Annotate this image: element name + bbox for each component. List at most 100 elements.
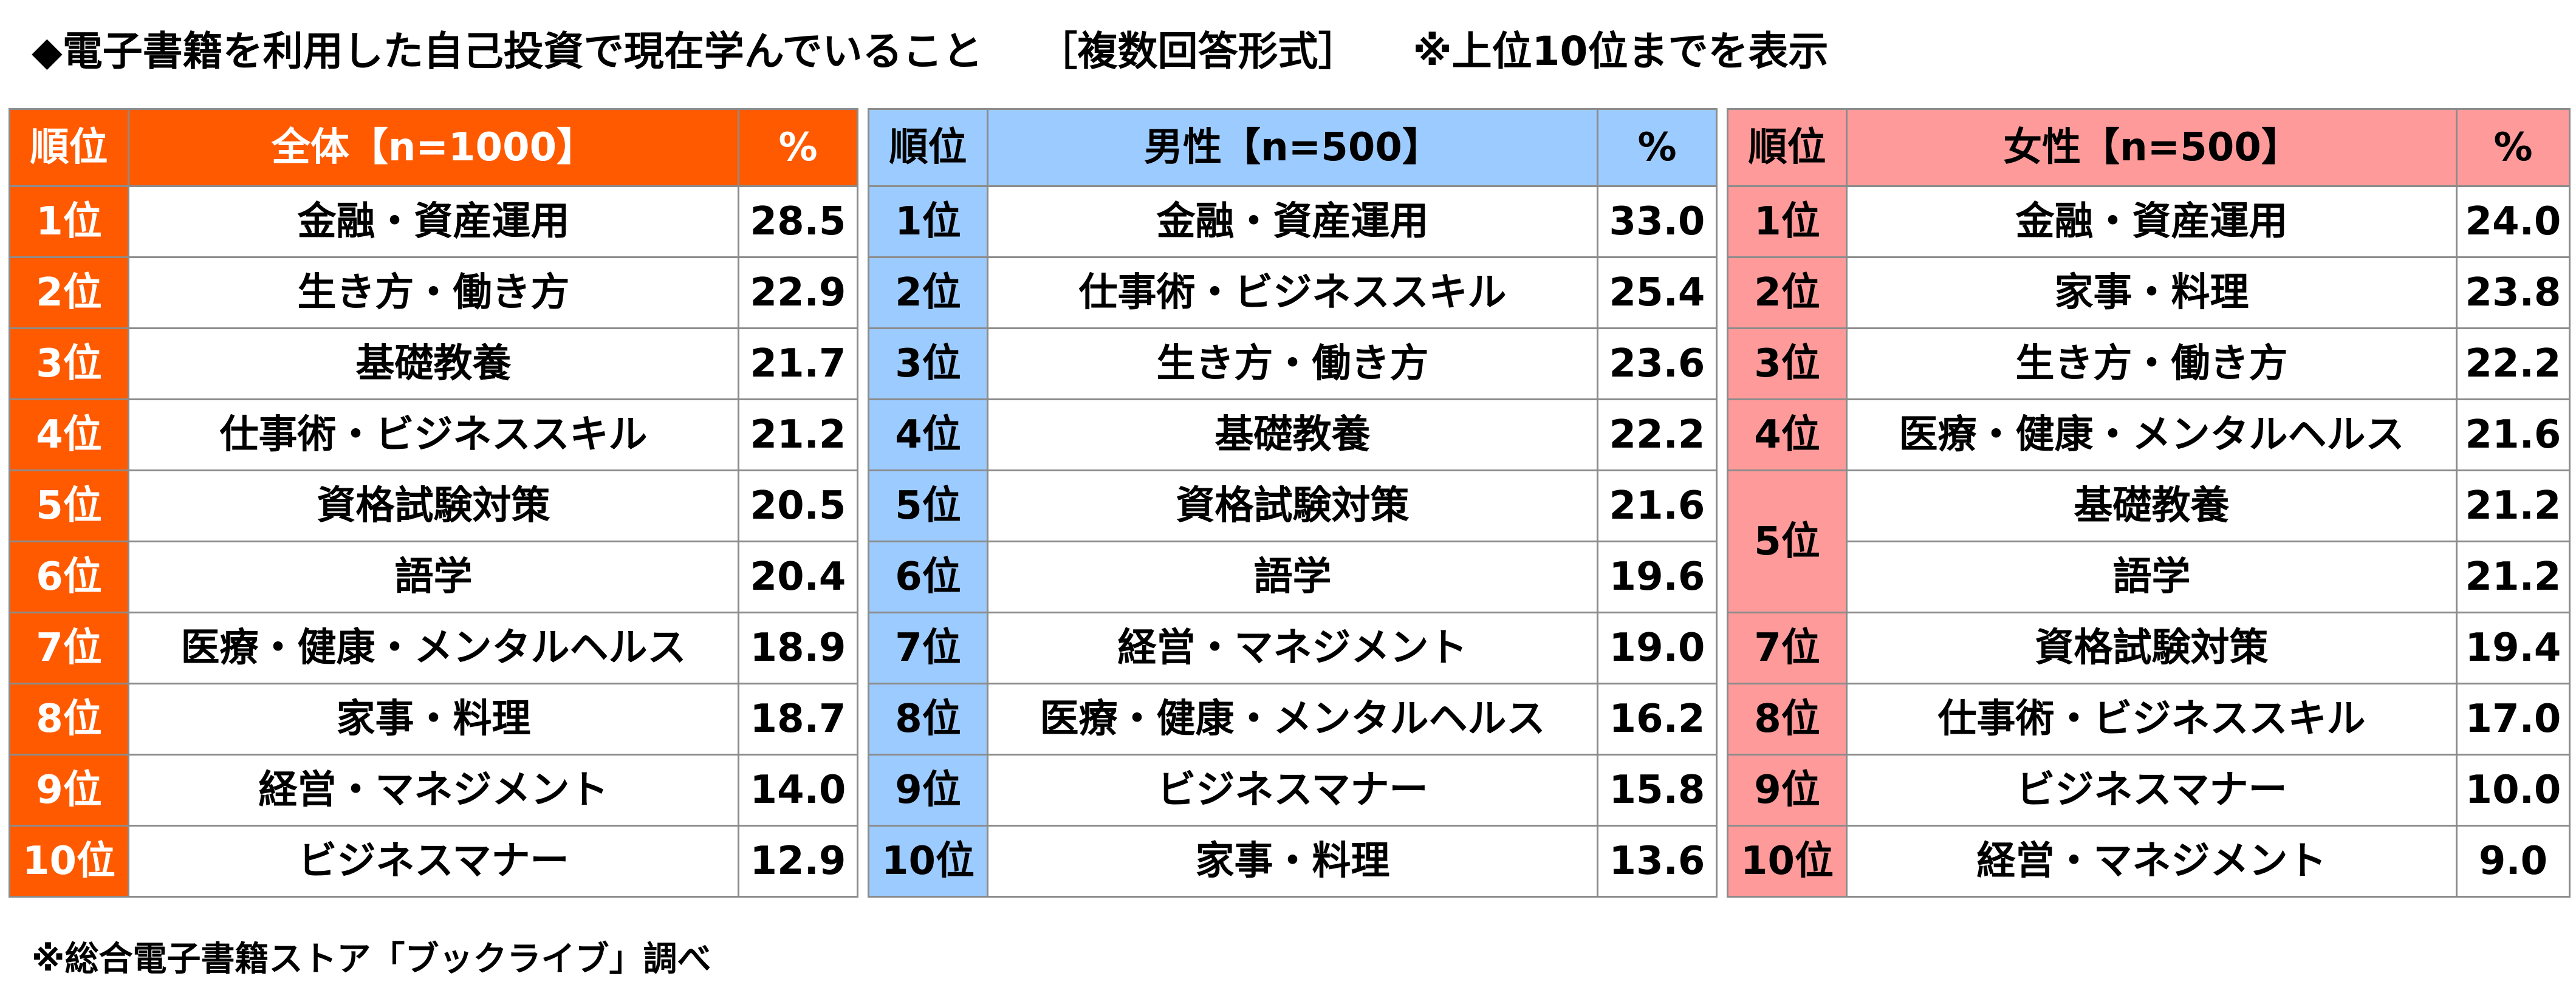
rank-cell: 5位 — [868, 469, 988, 542]
table-row: 3位 生き方・働き方 23.6 — [868, 327, 1718, 400]
item-cell: 医療・健康・メンタルヘルス — [987, 683, 1598, 756]
item-cell: 経営・マネジメント — [1846, 825, 2458, 898]
percent-cell: 24.0 — [2456, 185, 2571, 258]
percent-cell: 22.9 — [738, 256, 858, 329]
item-cell: 医療・健康・メンタルヘルス — [128, 612, 739, 684]
item-cell: 資格試験対策 — [987, 469, 1598, 542]
ranking-table-all: 順位 全体【n=1000】% 1位 金融・資産運用 28.5 2位 生き方・働き方 22.9 3… — [9, 108, 858, 898]
table-row: 5位 資格試験対策 20.5 — [9, 469, 858, 542]
rank-cell: 3位 — [1727, 327, 1848, 400]
percent-cell: 25.4 — [1597, 256, 1718, 329]
table-row: 7位 経営・マネジメント 19.0 — [868, 612, 1718, 684]
table-row: 3位 基礎教養 21.7 — [9, 327, 858, 400]
table-row: 6位 語学 19.6 — [868, 541, 1718, 613]
rank-cell: 2位 — [9, 256, 129, 329]
table-row: 5位 資格試験対策 21.6 — [868, 469, 1718, 542]
rank-cell: 2位 — [1727, 256, 1848, 329]
header-row: 順位 男性【n=500】% — [868, 108, 1718, 187]
rank-cell: 7位 — [1727, 612, 1848, 684]
rank-cell: 6位 — [868, 541, 988, 613]
table-row: 3位 生き方・働き方 22.2 — [1727, 327, 2571, 400]
percent-cell: 23.8 — [2456, 256, 2571, 329]
item-cell: 家事・料理 — [1846, 256, 2458, 329]
item-cell: 経営・マネジメント — [128, 754, 739, 827]
table-row: 1位 金融・資産運用 33.0 — [868, 185, 1718, 258]
percent-cell: 21.7 — [738, 327, 858, 400]
percent-cell: 28.5 — [738, 185, 858, 258]
percent-cell: 17.0 — [2456, 683, 2571, 756]
item-cell: 語学 — [987, 541, 1598, 613]
title-note: ※上位10位までを表示 — [1413, 28, 1829, 75]
rank-cell: 7位 — [9, 612, 129, 684]
rank-cell: 10位 — [868, 825, 988, 898]
percent-cell: 33.0 — [1597, 185, 1718, 258]
table-row: 8位 仕事術・ビジネススキル 17.0 — [1727, 683, 2571, 756]
item-cell: 生き方・働き方 — [987, 327, 1598, 400]
item-cell: 家事・料理 — [128, 683, 739, 756]
rank-cell: 8位 — [9, 683, 129, 756]
table-row: 4位 基礎教養 22.2 — [868, 398, 1718, 471]
rank-cell: 10位 — [1727, 825, 1848, 898]
header-percent: % — [738, 108, 858, 187]
table-row: 8位 家事・料理 18.7 — [9, 683, 858, 756]
item-cell: 語学 — [1846, 541, 2458, 613]
rank-cell: 1位 — [9, 185, 129, 258]
item-cell: 医療・健康・メンタルヘルス — [1846, 398, 2458, 471]
table-row: 7位 医療・健康・メンタルヘルス 18.9 — [9, 612, 858, 684]
item-cell: 基礎教養 — [128, 327, 739, 400]
rank-cell: 1位 — [1727, 185, 1848, 258]
item-cell: 基礎教養 — [1846, 469, 2458, 542]
rank-cell: 4位 — [868, 398, 988, 471]
item-cell: 金融・資産運用 — [1846, 185, 2458, 258]
percent-cell: 21.2 — [738, 398, 858, 471]
item-cell: 基礎教養 — [987, 398, 1598, 471]
rank-cell: 3位 — [868, 327, 988, 400]
table-row: 9位 経営・マネジメント 14.0 — [9, 754, 858, 827]
item-cell: 資格試験対策 — [128, 469, 739, 542]
table-row: 4位 仕事術・ビジネススキル 21.2 — [9, 398, 858, 471]
percent-cell: 21.2 — [2456, 541, 2571, 613]
item-cell: 経営・マネジメント — [987, 612, 1598, 684]
percent-cell: 15.8 — [1597, 754, 1718, 827]
table-row: 9位 ビジネスマナー 15.8 — [868, 754, 1718, 827]
item-cell: 金融・資産運用 — [128, 185, 739, 258]
percent-cell: 22.2 — [2456, 327, 2571, 400]
rank-cell: 3位 — [9, 327, 129, 400]
percent-cell: 12.9 — [738, 825, 858, 898]
table-row: 10位 ビジネスマナー 12.9 — [9, 825, 858, 898]
source-footnote: ※総合電子書籍ストア「ブックライブ」調べ — [32, 940, 711, 979]
rank-cell: 4位 — [1727, 398, 1848, 471]
item-cell: ビジネスマナー — [987, 754, 1598, 827]
rank-cell: 7位 — [868, 612, 988, 684]
header-percent: % — [1597, 108, 1718, 187]
header-group: 全体【n=1000】 — [128, 108, 739, 187]
table-row: 語学 21.2 — [1728, 541, 2571, 613]
ranking-table-female: 順位 女性【n=500】% 1位 金融・資産運用 24.0 2位 家事・料理 23.8 3位 生き… — [1727, 108, 2571, 898]
item-cell: 生き方・働き方 — [1846, 327, 2458, 400]
item-cell: ビジネスマナー — [128, 825, 739, 898]
rank-cell: 5位 — [9, 469, 129, 542]
rank-cell: 6位 — [9, 541, 129, 613]
percent-cell: 19.4 — [2456, 612, 2571, 684]
item-cell: 仕事術・ビジネススキル — [128, 398, 739, 471]
percent-cell: 22.2 — [1597, 398, 1718, 471]
item-cell: ビジネスマナー — [1846, 754, 2458, 827]
percent-cell: 18.7 — [738, 683, 858, 756]
table-row: 1位 金融・資産運用 24.0 — [1727, 185, 2571, 258]
table-row: 5位 基礎教養 21.2 — [1727, 469, 2571, 613]
rank-cell: 9位 — [868, 754, 988, 827]
rank-cell: 1位 — [868, 185, 988, 258]
percent-cell: 19.0 — [1597, 612, 1718, 684]
rank-cell: 10位 — [9, 825, 129, 898]
percent-cell: 18.9 — [738, 612, 858, 684]
percent-cell: 21.6 — [2456, 398, 2571, 471]
rank-cell: 9位 — [1727, 754, 1848, 827]
rank-cell: 9位 — [9, 754, 129, 827]
chart-title: ◆電子書籍を利用した自己投資で現在学んでいること ［複数回答形式］ ※上位10位まで… — [32, 18, 1828, 85]
item-cell: 金融・資産運用 — [987, 185, 1598, 258]
percent-cell: 20.5 — [738, 469, 858, 542]
table-row: 10位 家事・料理 13.6 — [868, 825, 1718, 898]
percent-cell: 21.6 — [1597, 469, 1718, 542]
header-rank: 順位 — [868, 108, 988, 187]
table-row: 6位 語学 20.4 — [9, 541, 858, 613]
